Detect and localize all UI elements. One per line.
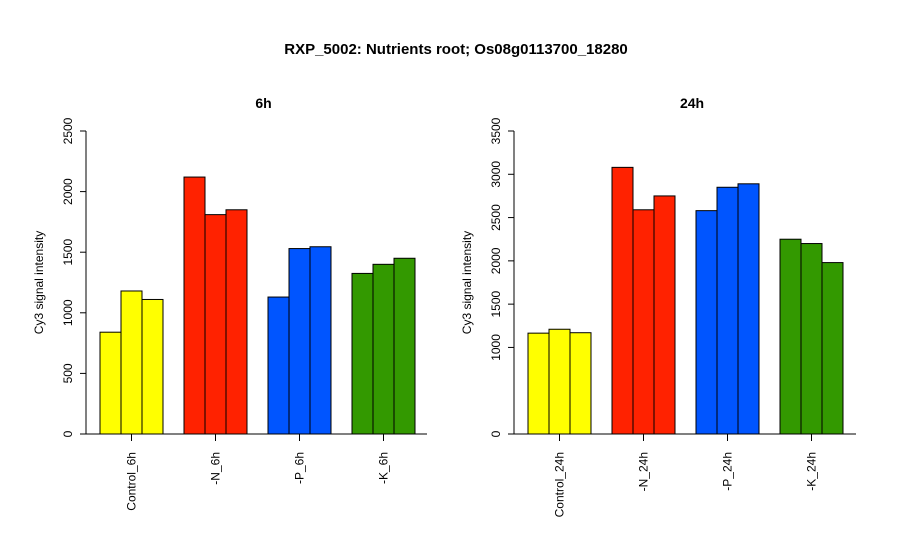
y-tick-label: 1000 <box>489 334 503 361</box>
bar <box>653 195 676 435</box>
x-tick-label: -K_6h <box>377 452 391 484</box>
bar <box>800 243 823 435</box>
y-axis-label: Cy3 signal intensity <box>460 231 474 334</box>
y-tick-label: 2500 <box>489 204 503 231</box>
y-tick-label: 0 <box>489 430 503 437</box>
bar <box>527 332 550 435</box>
x-tick-label: -P_24h <box>721 452 735 491</box>
bar <box>611 166 634 435</box>
bar <box>141 298 164 435</box>
bar <box>99 331 122 435</box>
y-tick-label: 500 <box>61 363 75 383</box>
panel-title: 6h <box>255 95 271 111</box>
y-tick-label: 1500 <box>489 290 503 317</box>
y-tick-label: 3000 <box>489 161 503 188</box>
bar <box>779 238 802 435</box>
y-tick-label: 2000 <box>61 178 75 205</box>
panel-title: 24h <box>680 95 704 111</box>
bar <box>632 209 655 435</box>
bar <box>569 332 592 435</box>
x-tick-label: -N_24h <box>637 452 651 491</box>
x-tick-label: Control_6h <box>125 452 139 511</box>
bar <box>309 246 332 435</box>
x-tick-label: -N_6h <box>209 452 223 485</box>
bar <box>716 186 739 435</box>
panel-6h: 6h Cy3 signal intensity 0 500 1000 1500 2000 25… <box>32 95 427 511</box>
bar <box>225 209 248 435</box>
bar <box>288 248 311 435</box>
bar <box>267 296 290 435</box>
y-tick-label: 1000 <box>61 299 75 326</box>
y-axis-label: Cy3 signal intensity <box>32 231 46 334</box>
bar <box>548 328 571 435</box>
bar <box>120 290 143 435</box>
bar <box>204 214 227 435</box>
bar <box>821 262 844 435</box>
x-tick-label: -P_6h <box>293 452 307 484</box>
panel-24h: 24h Cy3 signal intensity 0 1000 1500 2000 2500… <box>460 95 856 517</box>
y-tick-label: 2000 <box>489 247 503 274</box>
y-tick-label: 3500 <box>489 117 503 144</box>
bar <box>351 272 374 435</box>
bar <box>183 176 206 435</box>
y-tick-label: 2500 <box>61 117 75 144</box>
bar <box>737 183 760 435</box>
bar <box>393 257 416 435</box>
bar <box>695 210 718 435</box>
x-tick-label: Control_24h <box>553 452 567 517</box>
y-tick-label: 0 <box>61 430 75 437</box>
y-tick-label: 1500 <box>61 239 75 266</box>
figure-title: RXP_5002: Nutrients root; Os08g0113700_1… <box>284 41 628 58</box>
bar <box>372 263 395 435</box>
x-tick-label: -K_24h <box>805 452 819 491</box>
